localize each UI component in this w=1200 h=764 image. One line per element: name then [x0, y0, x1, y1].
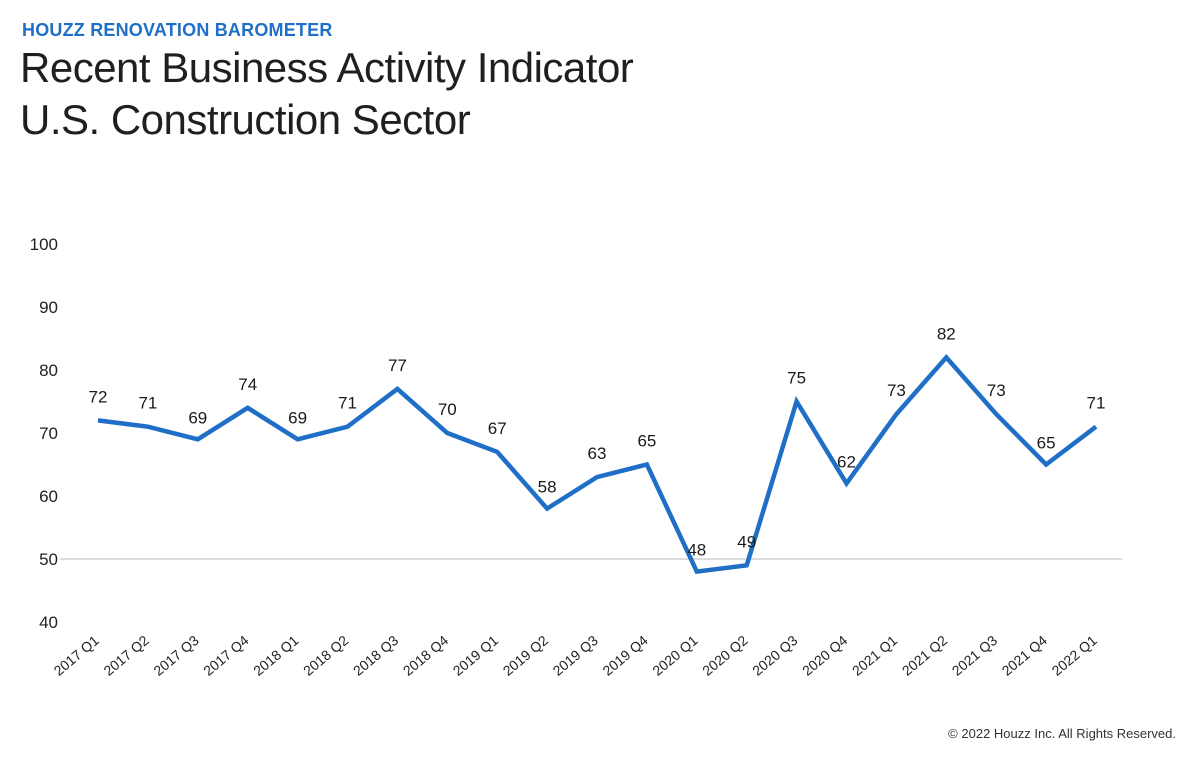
copyright-text: Houzz Inc. All Rights Reserved. [993, 726, 1176, 741]
x-tick-label: 2019 Q3 [549, 632, 601, 679]
x-tick-label: 2018 Q2 [300, 632, 352, 679]
chart-title-line-1: Recent Business Activity Indicator [20, 44, 634, 91]
y-tick-label: 40 [39, 613, 58, 632]
data-label: 65 [637, 432, 656, 451]
x-tick-label: 2017 Q1 [50, 632, 102, 679]
y-tick-label: 70 [39, 424, 58, 443]
copyright-year: 2022 [961, 726, 991, 741]
data-label: 73 [887, 381, 906, 400]
data-label: 62 [837, 452, 856, 471]
chart-kicker: HOUZZ RENOVATION BAROMETER [22, 20, 333, 40]
chart-title-line-2: U.S. Construction Sector [20, 96, 471, 143]
data-label: 48 [687, 541, 706, 560]
data-label: 69 [288, 408, 307, 427]
x-tick-label: 2017 Q2 [100, 632, 152, 679]
x-tick-label: 2019 Q2 [500, 632, 552, 679]
data-label: 73 [987, 381, 1006, 400]
data-label: 72 [89, 387, 108, 406]
y-tick-label: 80 [39, 361, 58, 380]
x-tick-label: 2020 Q1 [649, 632, 701, 679]
x-tick-label: 2022 Q1 [1048, 632, 1100, 679]
data-label: 49 [737, 532, 756, 551]
x-tick-label: 2019 Q4 [599, 632, 651, 679]
x-tick-label: 2017 Q3 [150, 632, 202, 679]
x-tick-label: 2018 Q3 [350, 632, 402, 679]
data-label: 71 [138, 394, 157, 413]
x-tick-label: 2021 Q1 [849, 632, 901, 679]
data-label: 63 [588, 444, 607, 463]
x-tick-label: 2017 Q4 [200, 632, 252, 679]
x-tick-label: 2019 Q1 [450, 632, 502, 679]
data-label: 58 [538, 478, 557, 497]
y-tick-label: 50 [39, 550, 58, 569]
series-line [97, 353, 1098, 575]
x-tick-label: 2021 Q3 [949, 632, 1001, 679]
y-tick-label: 90 [39, 298, 58, 317]
data-label: 82 [937, 324, 956, 343]
data-label: 75 [787, 369, 806, 388]
x-tick-label: 2018 Q4 [400, 632, 452, 679]
data-label: 70 [438, 400, 457, 419]
copyright-symbol: © [948, 726, 958, 741]
x-tick-label: 2020 Q3 [749, 632, 801, 679]
x-tick-label: 2018 Q1 [250, 632, 302, 679]
data-label: 65 [1037, 434, 1056, 453]
x-tick-label: 2021 Q2 [899, 632, 951, 679]
y-tick-label: 100 [30, 235, 58, 254]
data-label: 71 [338, 394, 357, 413]
data-label: 67 [488, 419, 507, 438]
copyright-notice: © 2022 Houzz Inc. All Rights Reserved. [948, 726, 1176, 741]
data-label: 77 [388, 356, 407, 375]
x-tick-label: 2020 Q2 [699, 632, 751, 679]
data-label: 74 [238, 375, 257, 394]
data-label: 71 [1087, 394, 1106, 413]
x-tick-label: 2020 Q4 [799, 632, 851, 679]
x-tick-label: 2021 Q4 [999, 632, 1051, 679]
y-tick-label: 60 [39, 487, 58, 506]
data-label: 69 [188, 408, 207, 427]
